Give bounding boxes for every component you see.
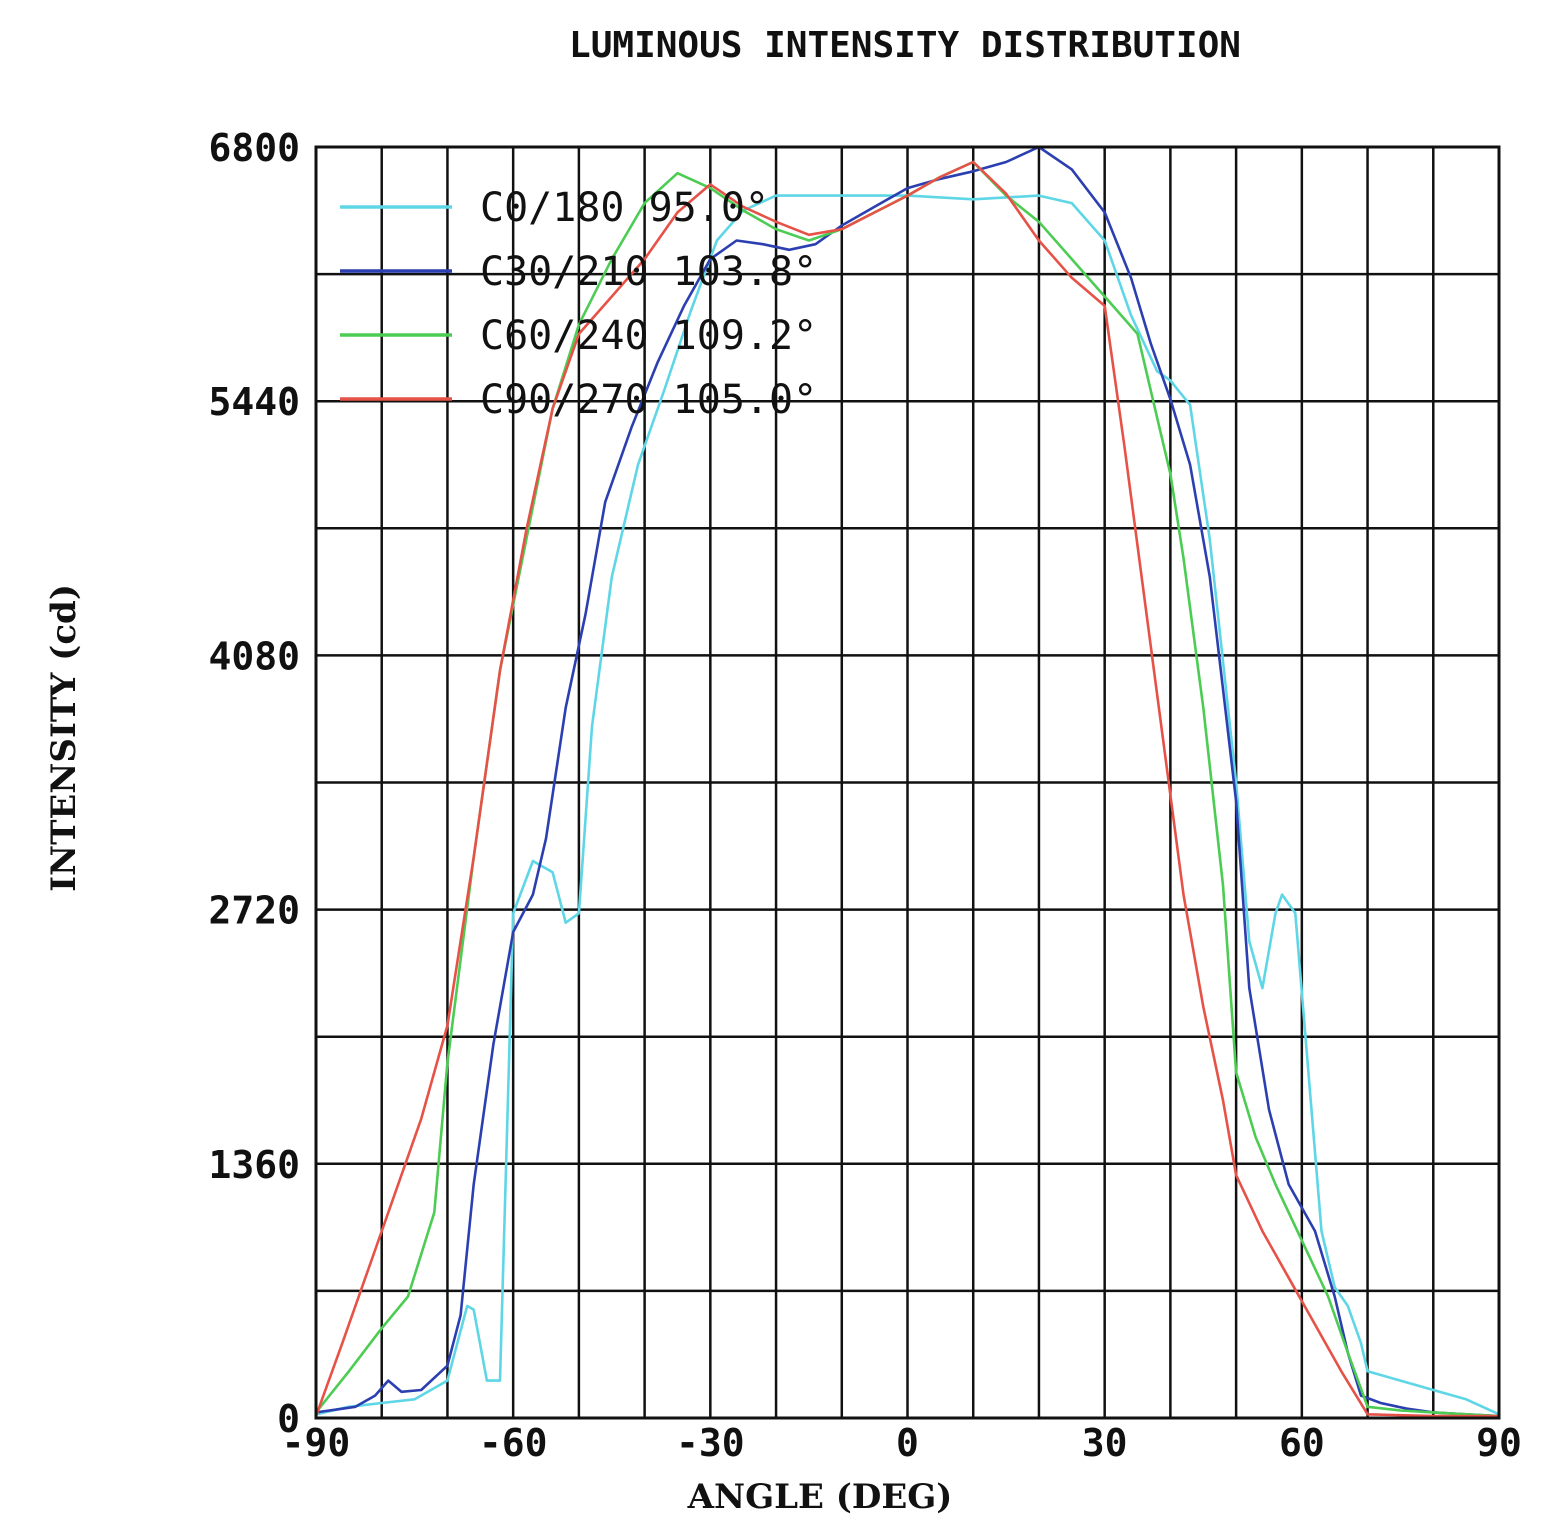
legend-label-2: C60/240 109.2° bbox=[480, 313, 817, 359]
y-tick-label: 5440 bbox=[208, 380, 300, 424]
x-tick-labels: -90 -60 -30 0 30 60 90 bbox=[282, 1421, 1522, 1465]
y-tick-label: 2720 bbox=[208, 889, 300, 933]
x-tick-label: -30 bbox=[676, 1421, 745, 1465]
legend-label-1: C30/210 103.8° bbox=[480, 249, 817, 295]
x-tick-label: 0 bbox=[896, 1421, 919, 1465]
x-tick-label: 30 bbox=[1082, 1421, 1128, 1465]
legend-label-3: C90/270 105.0° bbox=[480, 377, 817, 423]
chart-title: LUMINOUS INTENSITY DISTRIBUTION bbox=[569, 25, 1241, 66]
legend-label-0: C0/180 95.0° bbox=[480, 185, 769, 231]
x-axis-label: ANGLE (DEG) bbox=[687, 1477, 953, 1517]
x-tick-label: 60 bbox=[1279, 1421, 1325, 1465]
x-tick-label: 90 bbox=[1476, 1421, 1522, 1465]
y-axis-label: INTENSITY (cd) bbox=[44, 584, 84, 892]
x-tick-label: -60 bbox=[479, 1421, 548, 1465]
y-tick-label: 1360 bbox=[208, 1143, 300, 1187]
y-tick-labels: 0 1360 2720 4080 5440 6800 bbox=[208, 126, 300, 1441]
y-tick-label: 0 bbox=[277, 1397, 300, 1441]
y-tick-label: 4080 bbox=[208, 634, 300, 678]
y-tick-label: 6800 bbox=[208, 126, 300, 170]
